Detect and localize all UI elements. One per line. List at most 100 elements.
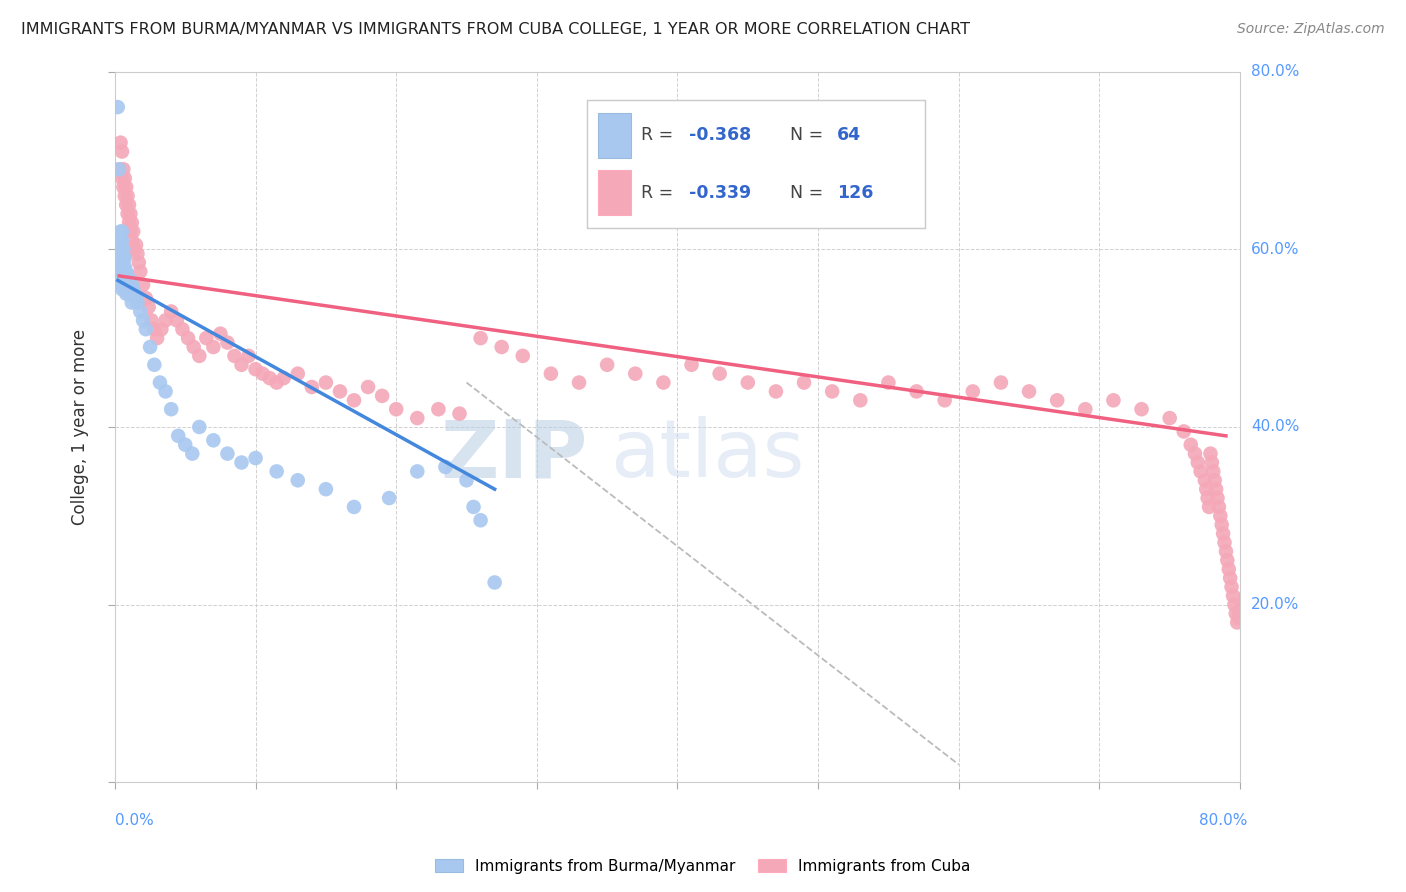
Point <box>456 473 478 487</box>
Point <box>1195 482 1218 496</box>
Point <box>287 367 309 381</box>
Point <box>266 376 288 390</box>
Point <box>1222 589 1244 603</box>
Point <box>120 207 142 221</box>
Point <box>121 233 143 247</box>
Point <box>343 393 366 408</box>
Point <box>112 162 135 177</box>
Point <box>1199 447 1222 461</box>
Point <box>174 438 197 452</box>
Point <box>1226 615 1249 630</box>
Point <box>112 242 135 256</box>
Point <box>1232 598 1254 612</box>
Point <box>681 358 703 372</box>
Point <box>245 451 267 466</box>
Point <box>117 282 139 296</box>
Point <box>821 384 844 399</box>
Point <box>491 340 513 354</box>
Text: atlas: atlas <box>610 417 804 494</box>
Point <box>315 376 337 390</box>
Point <box>111 171 134 186</box>
Point <box>166 313 188 327</box>
Point <box>111 233 134 247</box>
Point <box>149 376 172 390</box>
Point <box>1218 562 1240 576</box>
Point <box>112 180 135 194</box>
Point <box>877 376 900 390</box>
Point <box>1187 456 1209 470</box>
Point <box>120 288 142 302</box>
Point <box>1201 456 1223 470</box>
Point <box>652 376 675 390</box>
Point <box>406 411 429 425</box>
Point <box>301 380 323 394</box>
Point <box>111 242 134 256</box>
Point <box>150 322 173 336</box>
Point <box>202 340 225 354</box>
Point <box>160 304 183 318</box>
Point <box>1180 438 1202 452</box>
Point <box>1227 611 1250 625</box>
Point <box>114 268 136 283</box>
Point <box>217 447 239 461</box>
Text: 60.0%: 60.0% <box>1251 242 1299 257</box>
Point <box>217 335 239 350</box>
Point <box>273 371 295 385</box>
Point <box>427 402 450 417</box>
Point <box>118 216 141 230</box>
Point <box>143 322 166 336</box>
Point <box>118 198 141 212</box>
Point <box>1102 393 1125 408</box>
Point <box>188 349 211 363</box>
Point <box>252 367 274 381</box>
Point <box>155 384 177 399</box>
Legend: Immigrants from Burma/Myanmar, Immigrants from Cuba: Immigrants from Burma/Myanmar, Immigrant… <box>429 853 977 880</box>
Point <box>406 464 429 478</box>
Point <box>934 393 956 408</box>
Point <box>108 162 131 177</box>
Point <box>990 376 1012 390</box>
Point <box>259 371 281 385</box>
Point <box>129 304 152 318</box>
Point <box>1202 464 1225 478</box>
Point <box>540 367 562 381</box>
Point <box>1219 571 1241 585</box>
Point <box>110 225 132 239</box>
Point <box>114 171 136 186</box>
Point <box>111 277 134 292</box>
Point <box>132 277 155 292</box>
Point <box>125 291 148 305</box>
Point <box>1159 411 1181 425</box>
Point <box>177 331 200 345</box>
Point <box>1211 517 1233 532</box>
Point <box>224 349 246 363</box>
Point <box>343 500 366 514</box>
Point <box>111 225 134 239</box>
Point <box>245 362 267 376</box>
Point <box>139 340 162 354</box>
Point <box>115 264 138 278</box>
Point <box>183 340 205 354</box>
Point <box>121 295 143 310</box>
Point <box>120 225 142 239</box>
Point <box>765 384 787 399</box>
Text: 80.0%: 80.0% <box>1198 813 1247 828</box>
Point <box>1205 482 1227 496</box>
Point <box>1173 425 1195 439</box>
Point <box>1198 500 1220 514</box>
Point <box>110 251 132 265</box>
Point <box>266 464 288 478</box>
Point <box>231 358 253 372</box>
Point <box>470 513 492 527</box>
Point <box>143 358 166 372</box>
Point <box>115 286 138 301</box>
Point <box>167 429 190 443</box>
Point <box>121 277 143 292</box>
Point <box>1215 544 1237 558</box>
Point <box>1018 384 1040 399</box>
Point <box>1206 491 1229 505</box>
Point <box>1225 607 1247 621</box>
Point <box>1074 402 1097 417</box>
Point <box>1209 508 1232 523</box>
Point <box>111 145 134 159</box>
